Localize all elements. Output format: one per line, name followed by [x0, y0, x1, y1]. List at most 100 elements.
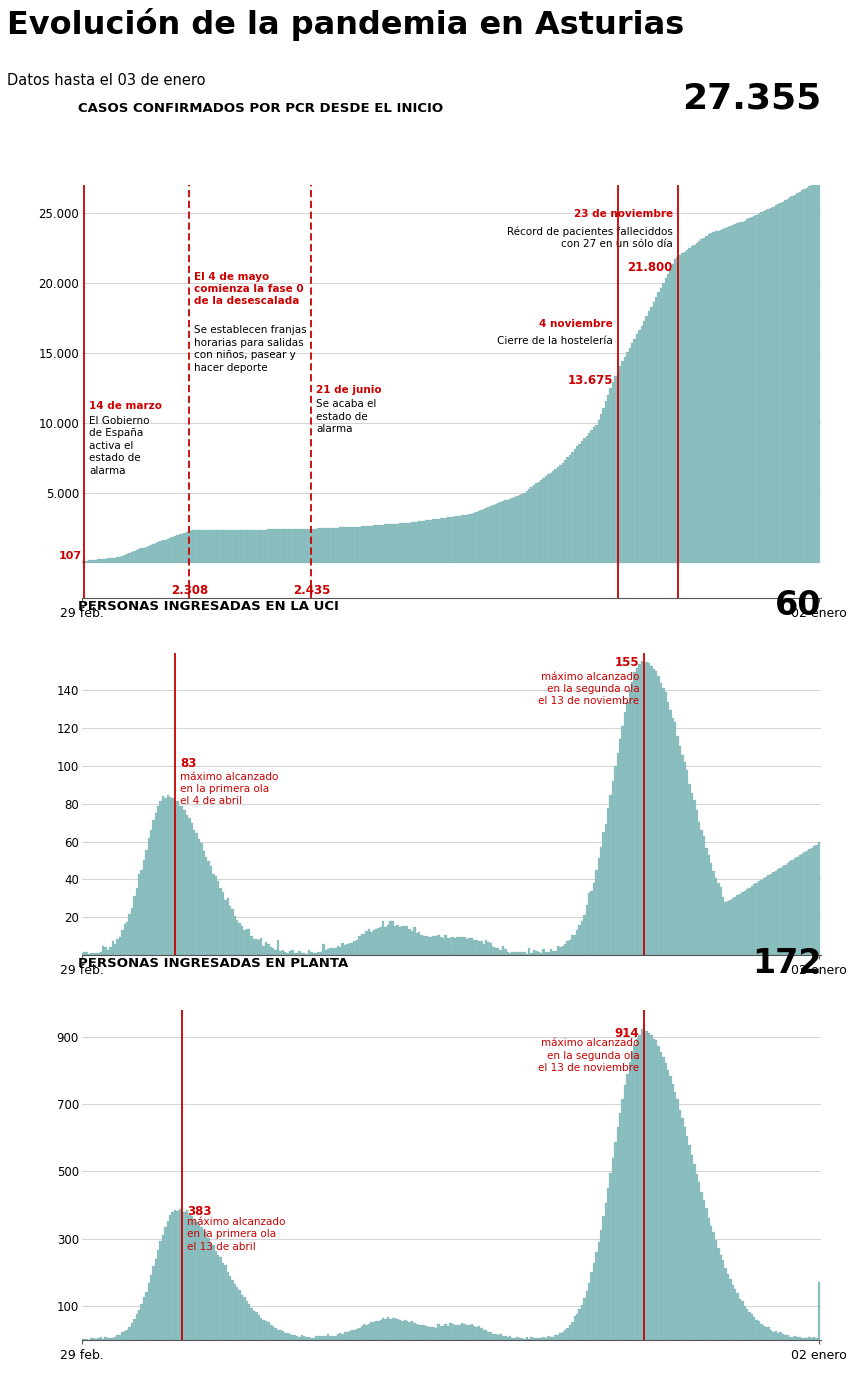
Bar [555, 951, 556, 955]
Bar [258, 940, 260, 955]
Text: 83: 83 [180, 757, 196, 769]
Bar [598, 857, 600, 955]
Bar [370, 932, 372, 955]
Bar [681, 754, 684, 955]
Bar [131, 908, 133, 955]
Bar [394, 926, 396, 955]
Bar [171, 537, 174, 563]
Bar [136, 550, 138, 563]
Text: Se establecen franjas
horarias para salidas
con niños, pasear y
hacer deporte: Se establecen franjas horarias para sali… [194, 326, 307, 372]
Bar [193, 830, 195, 955]
Bar [772, 872, 775, 955]
Bar [732, 899, 734, 955]
Bar [655, 1040, 657, 1340]
Text: Evolución de la pandemia en Asturias: Evolución de la pandemia en Asturias [7, 8, 685, 41]
Bar [696, 811, 698, 955]
Bar [95, 952, 97, 955]
Bar [818, 180, 820, 563]
Bar [128, 1327, 131, 1340]
Bar [402, 1320, 403, 1340]
Bar [665, 1063, 666, 1340]
Bar [293, 529, 296, 563]
Text: 21.800: 21.800 [628, 261, 673, 273]
Bar [107, 949, 109, 955]
Bar [402, 523, 403, 563]
Bar [746, 220, 748, 563]
Bar [396, 523, 399, 563]
Bar [332, 1336, 335, 1340]
Bar [567, 941, 568, 955]
Bar [358, 936, 360, 955]
Bar [525, 491, 528, 563]
Bar [564, 1330, 567, 1340]
Bar [203, 1230, 205, 1340]
Bar [207, 860, 210, 955]
Bar [112, 558, 114, 563]
Bar [662, 688, 665, 955]
Bar [538, 1338, 540, 1340]
Bar [533, 485, 535, 563]
Bar [504, 1336, 507, 1340]
Bar [579, 926, 581, 955]
Bar [298, 951, 301, 955]
Bar [461, 1323, 464, 1340]
Bar [501, 947, 504, 955]
Bar [203, 530, 205, 563]
Text: 4 noviembre: 4 noviembre [539, 319, 613, 328]
Bar [303, 954, 305, 955]
Bar [126, 922, 128, 955]
Bar [277, 940, 280, 955]
Bar [286, 529, 289, 563]
Bar [482, 1330, 485, 1340]
Bar [681, 1118, 684, 1340]
Bar [787, 863, 789, 955]
Bar [782, 202, 784, 563]
Bar [765, 1327, 767, 1340]
Bar [739, 893, 741, 955]
Bar [801, 1338, 803, 1340]
Bar [696, 1175, 698, 1340]
Bar [504, 500, 507, 563]
Bar [555, 469, 556, 563]
Bar [736, 1293, 739, 1340]
Bar [655, 672, 657, 955]
Bar [396, 925, 399, 955]
Bar [169, 537, 171, 563]
Bar [140, 1304, 143, 1340]
Bar [83, 952, 85, 955]
Bar [253, 1311, 255, 1340]
Bar [281, 949, 284, 955]
Bar [775, 871, 777, 955]
Bar [133, 1319, 136, 1340]
Bar [157, 543, 159, 563]
Bar [95, 559, 97, 563]
Bar [265, 529, 267, 563]
Bar [289, 951, 292, 955]
Bar [188, 530, 191, 563]
Bar [425, 1326, 427, 1340]
Bar [363, 934, 366, 955]
Bar [384, 1319, 387, 1340]
Bar [454, 938, 457, 955]
Bar [408, 929, 411, 955]
Bar [116, 938, 119, 955]
Bar [313, 1338, 315, 1340]
Bar [576, 1314, 579, 1340]
Text: 21 de junio: 21 de junio [316, 386, 382, 396]
Bar [624, 1085, 626, 1340]
Bar [698, 240, 700, 563]
Bar [109, 947, 112, 955]
Bar [638, 1035, 641, 1340]
Bar [794, 1336, 796, 1340]
Bar [378, 1320, 380, 1340]
Bar [145, 1292, 148, 1340]
Bar [672, 717, 674, 955]
Bar [662, 283, 665, 563]
Bar [155, 813, 157, 955]
Bar [427, 519, 430, 563]
Bar [617, 1127, 619, 1340]
Bar [356, 526, 358, 563]
Bar [736, 224, 739, 563]
Bar [679, 256, 681, 563]
Bar [751, 1315, 753, 1340]
